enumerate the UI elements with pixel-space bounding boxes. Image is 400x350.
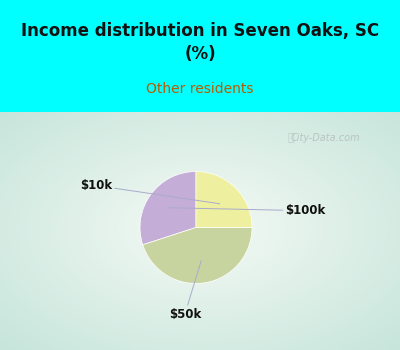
Text: Other residents: Other residents — [146, 82, 254, 96]
Wedge shape — [196, 172, 252, 228]
Text: $50k: $50k — [169, 261, 201, 321]
Text: $100k: $100k — [169, 204, 326, 217]
Text: City-Data.com: City-Data.com — [290, 133, 360, 143]
Text: ⓘ: ⓘ — [288, 133, 295, 143]
Wedge shape — [143, 228, 252, 284]
Text: Income distribution in Seven Oaks, SC
(%): Income distribution in Seven Oaks, SC (%… — [21, 22, 379, 63]
Text: $10k: $10k — [80, 179, 220, 204]
Wedge shape — [140, 172, 196, 245]
